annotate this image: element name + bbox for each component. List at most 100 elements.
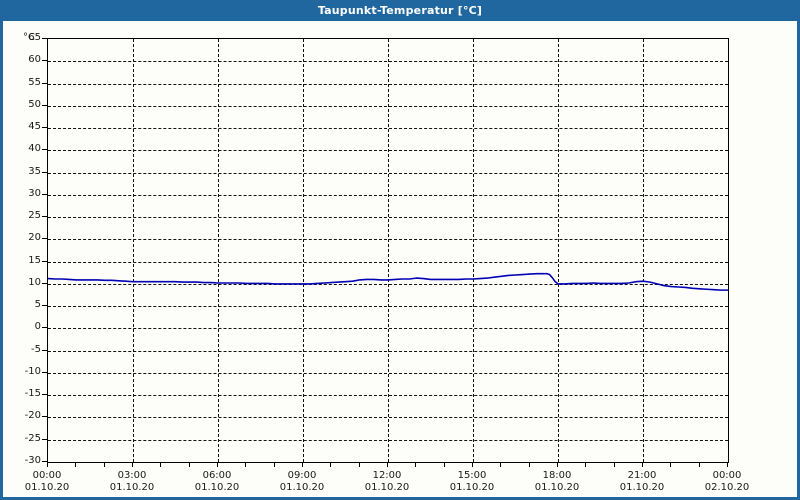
y-axis-tick-label: 0 [34,321,41,333]
gridline-vertical [473,39,474,462]
x-axis-minor-tick [47,462,48,467]
window-title-bar: Taupunkt-Temperatur [°C] [3,0,797,21]
y-axis-tick [42,416,47,418]
x-axis-minor-tick [613,462,615,467]
x-axis-minor-tick [217,462,218,467]
y-axis-tick [42,216,47,218]
y-axis-tick [42,438,47,440]
taupunkt-temperatur-line [48,272,728,291]
gridline-vertical [133,39,134,462]
x-axis-tick-time: 00:00 [712,470,742,481]
y-axis-tick [42,171,47,173]
x-axis-minor-tick [188,462,190,467]
gridline-vertical [388,39,389,462]
x-axis-tick-time: 06:00 [202,470,232,481]
x-axis-minor-tick [443,462,445,467]
y-axis-tick-label: 35 [28,165,41,177]
x-axis-minor-tick [698,462,700,467]
x-axis-tick-label: 09:00 01.10.20 [257,470,347,494]
x-axis-minor-tick [642,462,643,467]
y-axis-tick [42,238,47,240]
y-axis-tick-label: 15 [28,254,41,266]
y-axis-tick [42,104,47,106]
x-axis-tick-date: 01.10.20 [449,482,495,493]
y-axis-tick-label: 10 [28,276,41,288]
y-axis-tick-label: 50 [28,98,41,110]
x-axis-tick-time: 15:00 [457,470,487,481]
plot-region [47,38,729,463]
gridline-vertical [643,39,644,462]
x-axis-minor-tick [472,462,473,467]
y-axis-tick-label: 30 [28,187,41,199]
x-axis-tick-label: 18:00 01.10.20 [512,470,602,494]
y-axis-tick [42,282,47,284]
y-axis-unit-label: °C [23,32,35,43]
x-axis-tick-date: 01.10.20 [534,482,580,493]
x-axis-minor-tick [273,462,275,467]
x-axis-minor-tick [727,462,728,467]
x-axis-minor-tick [160,462,162,467]
chart-area: °C 65 60 55 50 45 40 35 30 25 20 15 10 5 0 -5 -10 -15 -20… [3,21,797,497]
x-axis-minor-tick [103,462,105,467]
x-axis-minor-tick [302,462,303,467]
y-axis-tick-label: 55 [28,76,41,88]
x-axis-tick-label: 21:00 01.10.20 [597,470,687,494]
x-axis-minor-tick [387,462,388,467]
x-axis-tick-label: 03:00 01.10.20 [87,470,177,494]
y-axis-labels: 65 60 55 50 45 40 35 30 25 20 15 10 5 0 -5 -10 -15 -20 -25… [3,33,41,466]
x-axis-minor-tick [330,462,332,467]
x-axis-tick-date: 01.10.20 [364,482,410,493]
gridline-vertical [558,39,559,462]
page-title: Taupunkt-Temperatur [°C] [317,4,483,17]
y-axis-tick-label: -10 [24,365,41,377]
y-axis-tick-label: 60 [28,54,41,66]
y-axis-tick [42,60,47,62]
x-axis-minor-tick [415,462,417,467]
y-axis-tick-label: 25 [28,210,41,222]
y-axis-tick [42,349,47,351]
y-axis-tick [42,38,47,39]
y-axis-tick [42,394,47,396]
x-axis-minor-tick [670,462,672,467]
x-axis-tick-label: 06:00 01.10.20 [172,470,262,494]
x-axis-tick-time: 00:00 [32,470,62,481]
x-axis-minor-tick [500,462,502,467]
gridline-vertical [218,39,219,462]
x-axis-minor-tick [132,462,133,467]
x-axis-tick-time: 18:00 [542,470,572,481]
y-axis-tick [42,193,47,195]
x-axis-tick-label: 00:00 01.10.20 [3,470,92,494]
x-axis-tick-label: 12:00 01.10.20 [342,470,432,494]
data-series-line [48,272,728,291]
y-axis-tick-label: 5 [34,299,41,311]
y-axis-tick [42,371,47,373]
y-axis-tick-label: -15 [24,388,41,400]
y-axis-tick [42,327,47,329]
y-axis-tick [42,127,47,129]
x-axis-tick-time: 03:00 [117,470,147,481]
y-axis-tick [42,260,47,262]
x-axis-minor-tick [75,462,77,467]
y-axis-tick-label: -25 [24,432,41,444]
x-axis-tick-label: 00:00 02.10.20 [682,470,772,494]
x-axis-tick-time: 21:00 [627,470,657,481]
x-axis-tick-date: 01.10.20 [24,482,70,493]
x-axis-tick-date: 01.10.20 [279,482,325,493]
y-axis-tick [42,461,47,462]
x-axis-minor-tick [557,462,558,467]
x-axis-minor-tick [585,462,587,467]
y-axis-tick-label: -20 [24,410,41,422]
x-axis-tick-time: 09:00 [287,470,317,481]
gridline-vertical [303,39,304,462]
x-axis-tick-date: 02.10.20 [704,482,750,493]
x-axis-tick-time: 12:00 [372,470,402,481]
y-axis-tick-label: -30 [24,455,41,466]
x-axis-minor-tick [528,462,530,467]
x-axis-minor-tick [358,462,360,467]
y-axis-tick-label: -5 [31,343,41,355]
y-axis-tick-label: 45 [28,121,41,133]
x-axis-minor-tick [245,462,247,467]
x-axis-tick-date: 01.10.20 [619,482,665,493]
y-axis-tick-label: 20 [28,232,41,244]
